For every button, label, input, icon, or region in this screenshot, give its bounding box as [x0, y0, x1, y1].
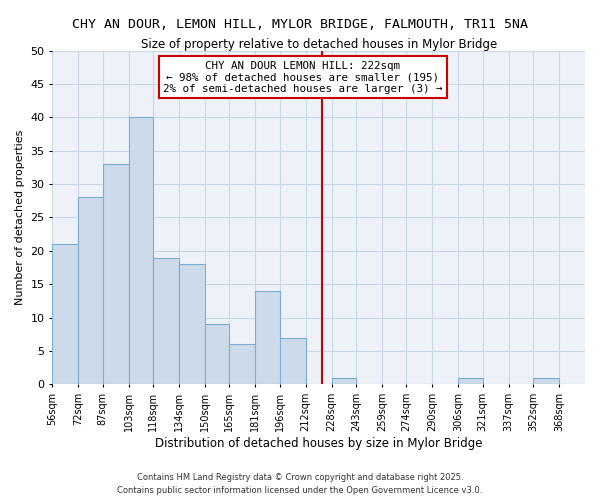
- X-axis label: Distribution of detached houses by size in Mylor Bridge: Distribution of detached houses by size …: [155, 437, 482, 450]
- Bar: [103, 164, 128, 384]
- Bar: [153, 258, 179, 384]
- Bar: [458, 378, 482, 384]
- Bar: [128, 118, 153, 384]
- Bar: [256, 291, 280, 384]
- Bar: [79, 198, 103, 384]
- Bar: [179, 264, 205, 384]
- Y-axis label: Number of detached properties: Number of detached properties: [15, 130, 25, 305]
- Text: CHY AN DOUR, LEMON HILL, MYLOR BRIDGE, FALMOUTH, TR11 5NA: CHY AN DOUR, LEMON HILL, MYLOR BRIDGE, F…: [72, 18, 528, 30]
- Bar: [533, 378, 559, 384]
- Text: Contains HM Land Registry data © Crown copyright and database right 2025.
Contai: Contains HM Land Registry data © Crown c…: [118, 474, 482, 495]
- Bar: [332, 378, 356, 384]
- Bar: [52, 244, 79, 384]
- Text: CHY AN DOUR LEMON HILL: 222sqm
← 98% of detached houses are smaller (195)
2% of : CHY AN DOUR LEMON HILL: 222sqm ← 98% of …: [163, 60, 442, 94]
- Bar: [229, 344, 256, 385]
- Bar: [205, 324, 229, 384]
- Bar: [280, 338, 305, 384]
- Title: Size of property relative to detached houses in Mylor Bridge: Size of property relative to detached ho…: [140, 38, 497, 51]
